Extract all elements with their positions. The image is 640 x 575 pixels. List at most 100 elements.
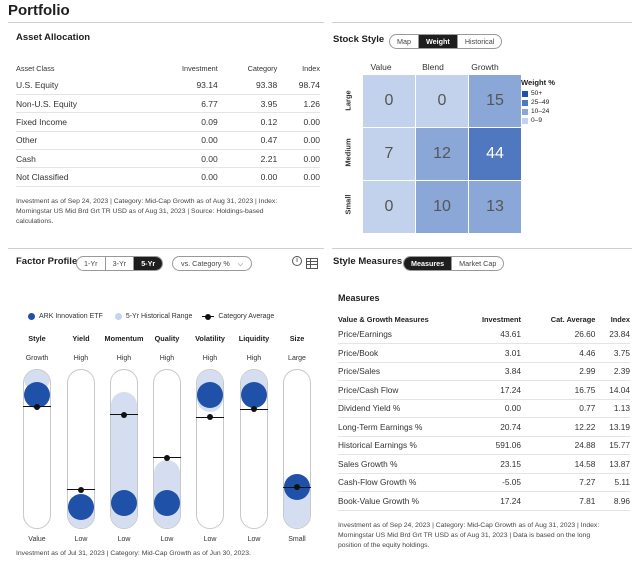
footnote-line: Morningstar US Mid Brd Grt TR USD as of …: [338, 532, 591, 539]
factor-bottom-label: Low: [247, 536, 261, 543]
column-header: Asset Class: [16, 64, 55, 73]
cell-value: 15.77: [595, 436, 630, 455]
toggle-historical[interactable]: Historical: [464, 37, 495, 46]
cell-value: 7.27: [521, 473, 596, 492]
factor-top-label: Growth: [25, 355, 49, 362]
legend-label: 25–49: [531, 99, 550, 106]
cell-value: 0.12: [217, 112, 278, 132]
style-cell: 12: [416, 128, 468, 180]
fund-marker: [111, 489, 137, 516]
toggle-market-cap[interactable]: Market Cap: [459, 259, 497, 268]
legend-label: 0–9: [531, 117, 543, 124]
cell-value: 1.13: [595, 399, 630, 418]
footnote-line: position of the equity holdings.: [338, 542, 430, 549]
weight-legend-item: 10–24: [522, 108, 549, 115]
style-measures-toggle[interactable]: Measures Market Cap: [403, 256, 505, 271]
average-marker-icon: [202, 313, 215, 320]
cell-value: 3.01: [456, 343, 522, 363]
table-row: Sales Growth % 23.15 14.58 13.87: [338, 454, 630, 474]
toggle-5yr[interactable]: 5-Yr: [134, 257, 163, 270]
style-cell: 13: [469, 181, 521, 233]
weight-legend-item: 0–9: [522, 117, 542, 124]
cell-value: 20.74: [456, 417, 522, 437]
stock-style-toggle[interactable]: Map Weight Historical: [389, 34, 503, 49]
column-header: Index: [302, 64, 320, 73]
category-average-dot: [251, 406, 257, 413]
table-row: Non-U.S. Equity 6.77 3.95 1.26: [16, 94, 320, 114]
legend-swatch: [522, 90, 528, 97]
legend-fund: ARK Innovation ETF: [39, 313, 103, 320]
cell-value: 26.60: [521, 325, 596, 344]
factor-bottom-label: Low: [203, 536, 217, 543]
column-header: Category: [247, 64, 278, 73]
row-label: Price/Earnings: [338, 325, 456, 344]
table-row: Cash 0.00 2.21 0.00: [16, 149, 320, 169]
factor-period-toggle[interactable]: 1-Yr 3-Yr 5-Yr: [76, 256, 164, 271]
factor-top-label: Large: [288, 355, 306, 362]
toggle-map[interactable]: Map: [390, 35, 419, 48]
toggle-weight[interactable]: Weight: [418, 35, 458, 48]
factor-label: Momentum: [104, 334, 144, 343]
cell-value: 14.58: [521, 454, 596, 474]
style-cell: 0: [416, 75, 468, 127]
table-view-icon[interactable]: [306, 258, 318, 269]
toggle-measures[interactable]: Measures: [404, 257, 453, 270]
style-col-blend: Blend: [422, 62, 444, 72]
factor-bottom-label: Low: [74, 536, 88, 543]
table-row: Cash-Flow Growth % -5.05 7.27 5.11: [338, 473, 630, 492]
cell-value: 3.75: [595, 343, 630, 363]
asset-allocation-title: Asset Allocation: [16, 32, 91, 43]
factor-label: Quality: [154, 334, 180, 343]
asset-allocation-footnote: Investment as of Sep 24, 2023 | Category…: [16, 197, 326, 227]
row-label: Other: [16, 131, 146, 151]
column-header: Index: [610, 314, 630, 324]
style-cell: 10: [416, 181, 468, 233]
table-row: U.S. Equity 93.14 93.38 98.74: [16, 76, 320, 95]
factor-legend: ARK Innovation ETF 5-Yr Historical Range…: [28, 313, 274, 320]
cell-value: 43.61: [456, 325, 522, 344]
row-label: Historical Earnings %: [338, 436, 456, 455]
cell-value: 1.26: [277, 94, 320, 114]
weight-legend-item: 25–49: [522, 99, 549, 106]
cell-value: 17.24: [456, 491, 522, 511]
cell-value: 0.00: [146, 131, 218, 151]
info-icon[interactable]: i: [292, 256, 302, 266]
style-col-growth: Growth: [471, 62, 499, 72]
fund-marker-icon: [28, 313, 35, 320]
factor-top-label: High: [73, 355, 89, 362]
table-row: Price/Book 3.01 4.46 3.75: [338, 343, 630, 363]
row-label: Price/Cash Flow: [338, 380, 456, 400]
cell-value: 2.99: [521, 362, 596, 381]
cell-value: 12.22: [521, 417, 596, 437]
category-average-dot: [121, 411, 127, 418]
row-label: Fixed Income: [16, 112, 146, 132]
divider: [8, 22, 324, 23]
factor-top-label: High: [202, 355, 218, 362]
divider: [8, 248, 324, 249]
cell-value: 8.96: [595, 491, 630, 511]
cell-value: 591.06: [456, 436, 522, 455]
factor-label: Style: [28, 334, 46, 343]
table-header-row: Asset Class Investment Category Index: [16, 64, 320, 76]
row-label: Price/Book: [338, 343, 456, 363]
asset-allocation-table: Asset Class Investment Category Index U.…: [16, 64, 320, 187]
legend-range: 5-Yr Historical Range: [125, 313, 193, 320]
column-header: Value & Growth Measures: [338, 314, 429, 324]
compare-dropdown[interactable]: vs. Category % ⌵: [172, 256, 253, 271]
cell-value: 0.00: [456, 399, 522, 418]
column-header: Investment: [182, 64, 218, 73]
cell-value: 0.47: [217, 131, 278, 151]
toggle-1yr[interactable]: 1-Yr: [77, 257, 106, 270]
factor-label: Yield: [72, 334, 90, 343]
weight-legend-item: 50+: [522, 90, 542, 97]
cell-value: 3.84: [456, 362, 522, 381]
factor-top-label: High: [159, 355, 175, 362]
cell-value: 6.77: [146, 94, 218, 114]
divider: [332, 248, 632, 249]
fund-marker: [197, 382, 223, 409]
row-label: Dividend Yield %: [338, 399, 456, 418]
factor-top-label: High: [116, 355, 132, 362]
style-col-value: Value: [370, 62, 392, 72]
table-row: Book-Value Growth % 17.24 7.81 8.96: [338, 491, 630, 511]
toggle-3yr[interactable]: 3-Yr: [106, 257, 135, 270]
